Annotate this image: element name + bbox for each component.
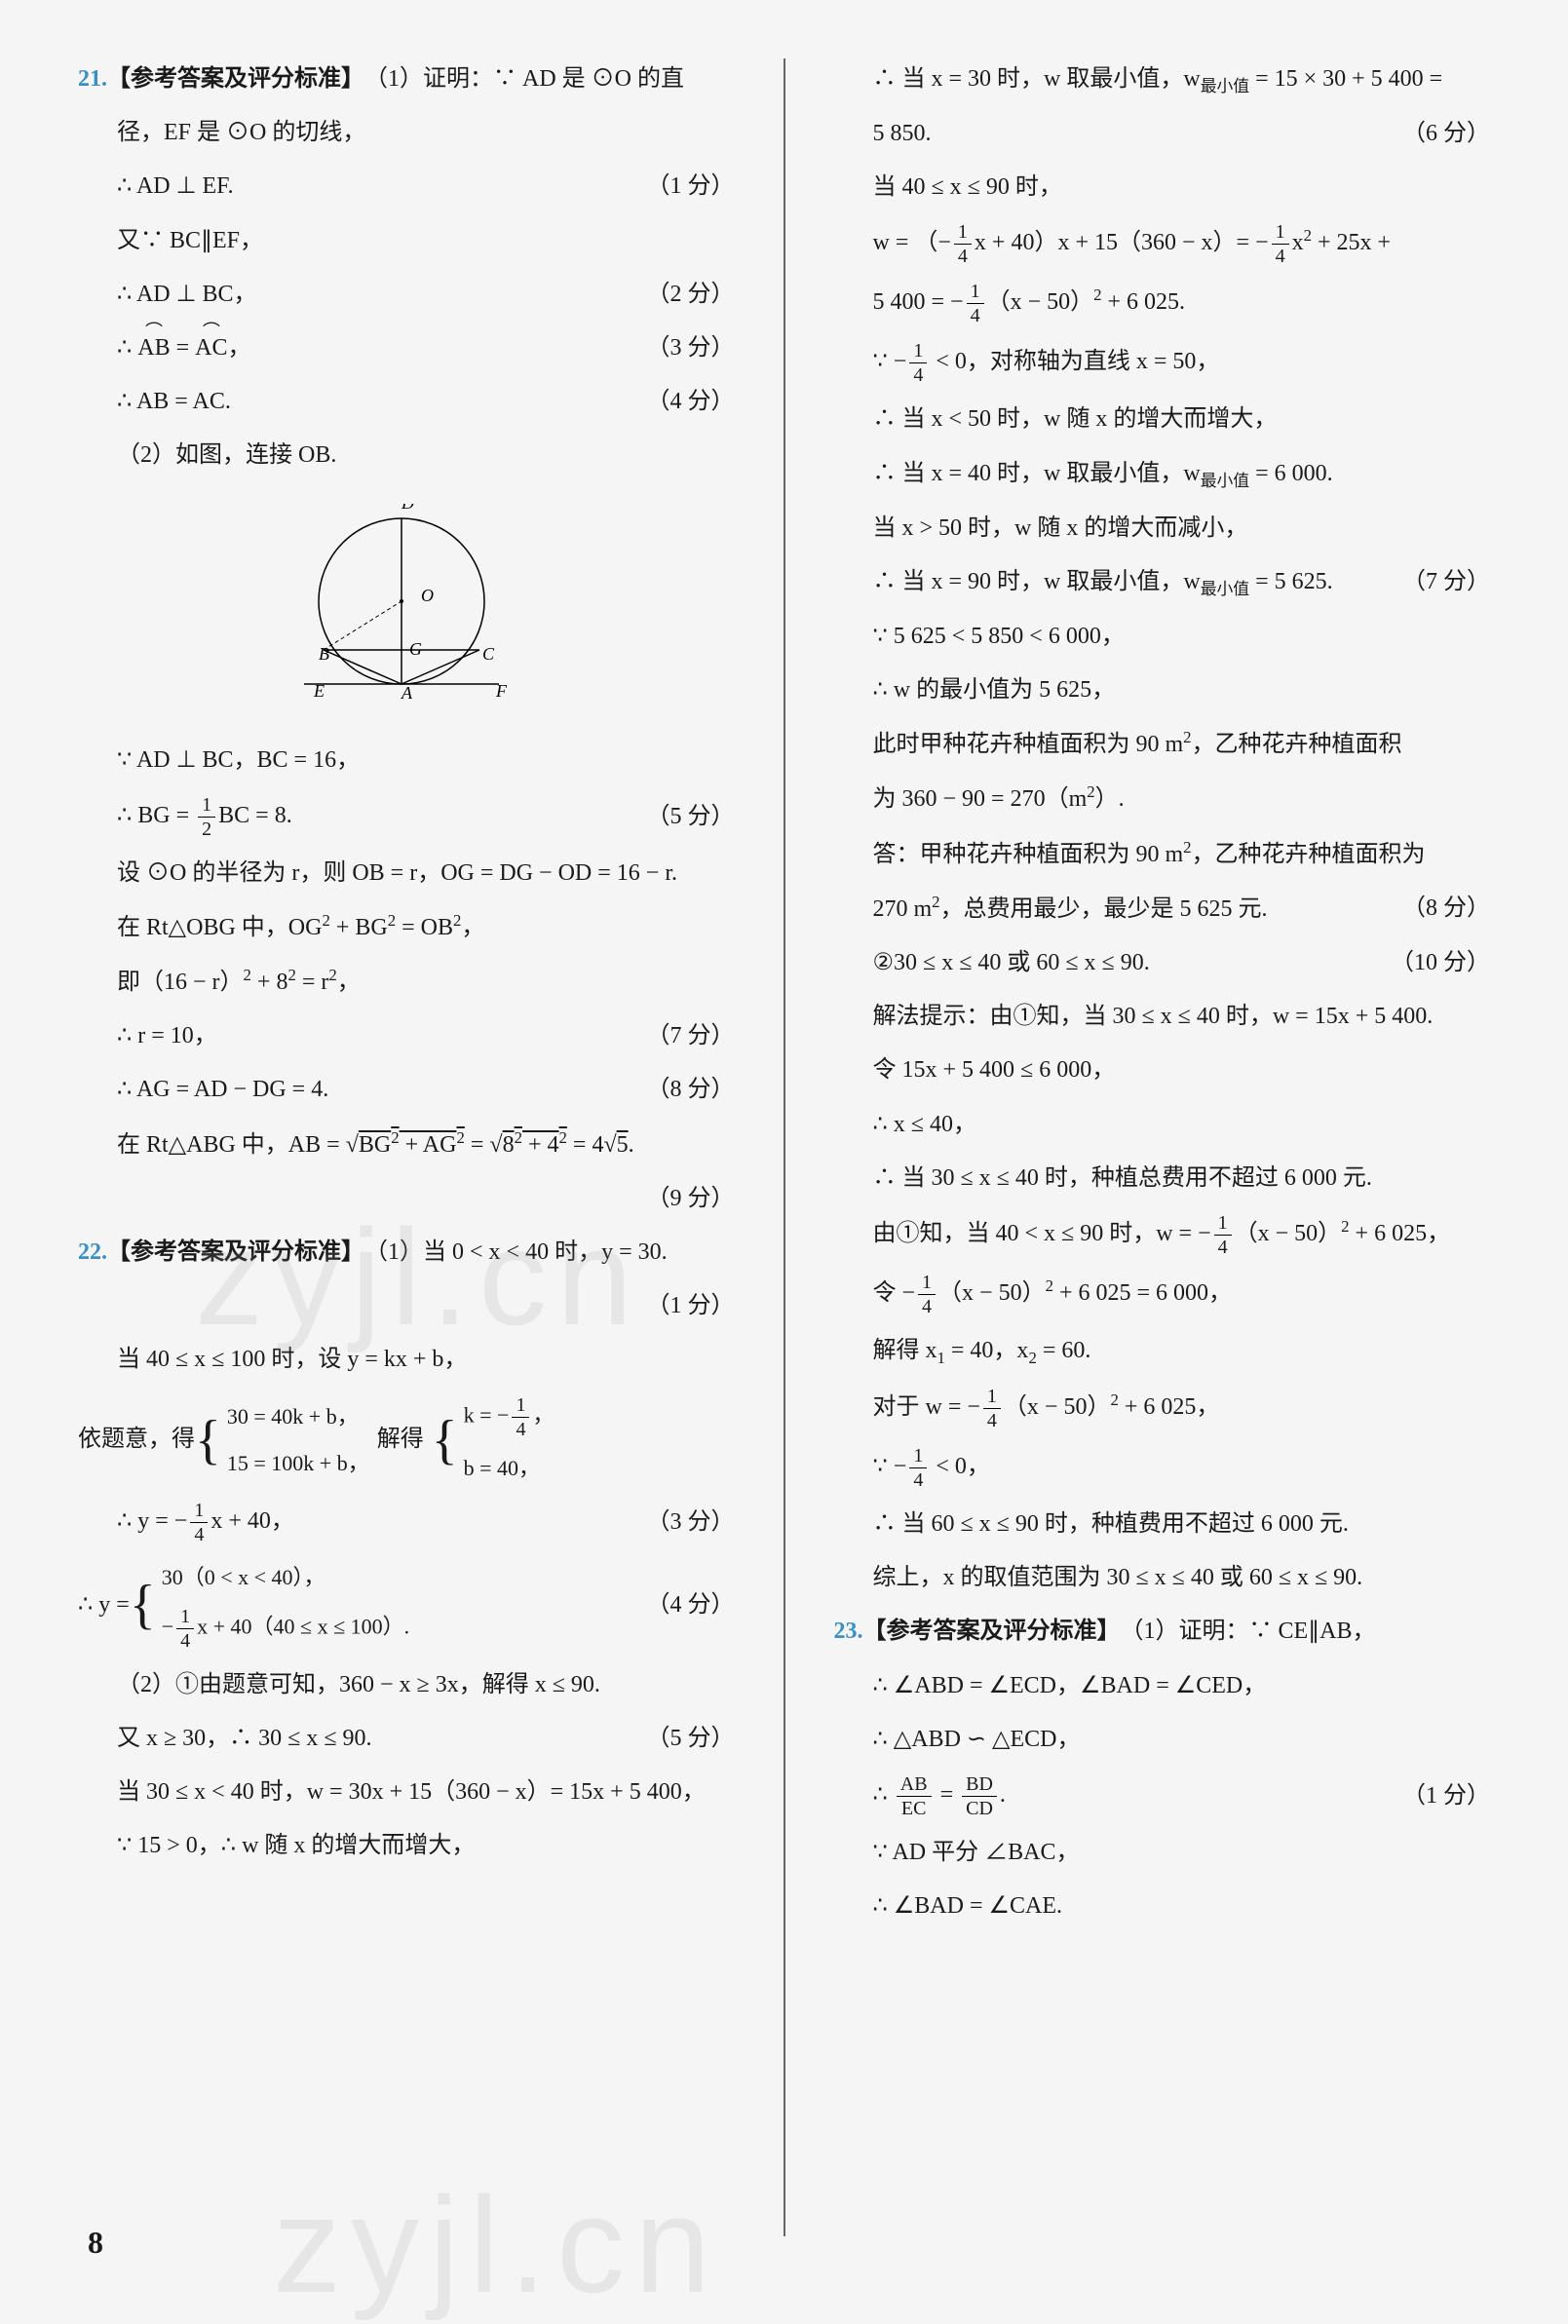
- text-line: 为 360 − 90 = 270（m2）.: [834, 778, 1491, 820]
- score-marker: （1 分）: [647, 1285, 735, 1327]
- score-marker: （10 分）: [1391, 942, 1490, 984]
- text-line: 令 15x + 5 400 ≤ 6 000，: [834, 1049, 1491, 1091]
- answer-header: 【参考答案及评分标准】: [107, 1239, 353, 1265]
- text-line: ∴ AB = AC.（4 分）: [78, 381, 735, 423]
- score-marker: （7 分）: [1402, 561, 1490, 603]
- score-marker: （6 分）: [1402, 113, 1490, 155]
- text-line: ∴ 当 x = 90 时，w 取最小值，w最小值 = 5 625.（7 分）: [834, 561, 1491, 604]
- text-line: 对于 w = −14（x − 50）2 + 6 025，: [834, 1385, 1491, 1432]
- score-marker: （9 分）: [647, 1178, 735, 1220]
- text-line: 此时甲种花卉种植面积为 90 m2，乙种花卉种植面积: [834, 723, 1491, 766]
- text-line: 即（16 − r）2 + 82 = r2，: [78, 961, 735, 1004]
- text-line: 由①知，当 40 < x ≤ 90 时，w = −14（x − 50）2 + 6…: [834, 1211, 1491, 1259]
- diagram-label-A: A: [401, 683, 413, 703]
- diagram-label-O: O: [421, 586, 434, 605]
- text-line: ∴ BG = 12BC = 8.（5 分）: [78, 793, 735, 841]
- text-line: ∵ AD ⊥ BC，BC = 16，: [78, 740, 735, 781]
- diagram-label-C: C: [482, 644, 495, 664]
- text-line: ∴ 当 30 ≤ x ≤ 40 时，种植总费用不超过 6 000 元.: [834, 1158, 1491, 1200]
- text-line: ∵ AD 平分 ∠BAC，: [834, 1832, 1491, 1874]
- text-line: ∵ −14 < 0，: [834, 1444, 1491, 1492]
- answer-header: 【参考答案及评分标准】: [107, 66, 353, 92]
- text-line: ∴ w 的最小值为 5 625，: [834, 669, 1491, 711]
- text-line: ∴ ABEC = BDCD.（1 分）: [834, 1772, 1491, 1820]
- question-number: 22.: [78, 1239, 107, 1265]
- text-line: ∴ y = −14x + 40，（3 分）: [78, 1499, 735, 1546]
- answer-header: 【参考答案及评分标准】: [863, 1619, 1109, 1644]
- text-line: 答：甲种花卉种植面积为 90 m2，乙种花卉种植面积为: [834, 833, 1491, 876]
- diagram-label-B: B: [319, 644, 329, 664]
- score-marker: （8 分）: [1402, 888, 1490, 930]
- text-line: 令 −14（x − 50）2 + 6 025 = 6 000，: [834, 1271, 1491, 1318]
- score-marker: （1 分）: [1402, 1775, 1490, 1817]
- text-line: ②30 ≤ x ≤ 40 或 60 ≤ x ≤ 90.（10 分）: [834, 942, 1491, 984]
- score-marker: （5 分）: [647, 1718, 735, 1760]
- text-line: 又 x ≥ 30，∴ 30 ≤ x ≤ 90.（5 分）: [78, 1718, 735, 1760]
- text-line: ∴ AD ⊥ EF.（1 分）: [78, 166, 735, 208]
- text-line: 依题意，得 { 30 = 40k + b，15 = 100k + b， 解得 {…: [78, 1393, 735, 1488]
- text-line: ∴ AD ⊥ BC，（2 分）: [78, 274, 735, 316]
- text-line: 解得 x1 = 40，x2 = 60.: [834, 1330, 1491, 1373]
- score-marker: （5 分）: [647, 796, 735, 838]
- text-line: 综上，x 的取值范围为 30 ≤ x ≤ 40 或 60 ≤ x ≤ 90.: [834, 1557, 1491, 1599]
- text-line: w = （−14x + 40）x + 15（360 − x）= −14x2 + …: [834, 220, 1491, 268]
- question-number: 21.: [78, 66, 107, 92]
- score-marker: （2 分）: [647, 274, 735, 316]
- text-line: ∴ 当 x = 40 时，w 取最小值，w最小值 = 6 000.: [834, 453, 1491, 496]
- text-line: 270 m2，总费用最少，最少是 5 625 元.（8 分）: [834, 888, 1491, 931]
- text-line: （1 分）: [78, 1285, 735, 1327]
- text-line: 23.【参考答案及评分标准】 （1）证明：∵ CE∥AB，: [834, 1611, 1491, 1653]
- diagram-label-F: F: [495, 681, 508, 701]
- text-line: ∵ 15 > 0，∴ w 随 x 的增大而增大，: [78, 1825, 735, 1867]
- question-number: 23.: [834, 1619, 863, 1644]
- text-line: ∴ △ABD ∽ △ECD，: [834, 1719, 1491, 1761]
- left-column: 21.【参考答案及评分标准】 （1）证明：∵ AD 是 ⊙O 的直径，EF 是 …: [78, 58, 735, 2236]
- text-line: 21.【参考答案及评分标准】 （1）证明：∵ AD 是 ⊙O 的直: [78, 58, 735, 100]
- text-line: 在 Rt△OBG 中，OG2 + BG2 = OB2，: [78, 906, 735, 949]
- text-line: ∴ 当 x < 50 时，w 随 x 的增大而增大，: [834, 399, 1491, 440]
- score-marker: （3 分）: [647, 1502, 735, 1543]
- text-line: 解法提示：由①知，当 30 ≤ x ≤ 40 时，w = 15x + 5 400…: [834, 996, 1491, 1038]
- diagram-label-G: G: [409, 639, 422, 659]
- text-line: ∵ −14 < 0，对称轴为直线 x = 50，: [834, 339, 1491, 387]
- text-line: ∴ 当 x = 30 时，w 取最小值，w最小值 = 15 × 30 + 5 4…: [834, 58, 1491, 101]
- diagram-label-D: D: [401, 504, 414, 513]
- text-line: 又∵ BC∥EF，: [78, 220, 735, 262]
- diagram-label-E: E: [313, 681, 325, 701]
- text-line: 22.【参考答案及评分标准】 （1）当 0 < x < 40 时，y = 30.: [78, 1232, 735, 1274]
- text-line: 当 40 ≤ x ≤ 90 时，: [834, 167, 1491, 209]
- score-marker: （4 分）: [647, 381, 735, 423]
- score-marker: （3 分）: [647, 327, 735, 369]
- geometry-diagram: D O G B C E A F: [280, 504, 533, 713]
- score-marker: （1 分）: [647, 166, 735, 208]
- text-line: ∴ r = 10，（7 分）: [78, 1015, 735, 1057]
- page-content: 21.【参考答案及评分标准】 （1）证明：∵ AD 是 ⊙O 的直径，EF 是 …: [78, 58, 1490, 2236]
- text-line: ∴ ∠BAD = ∠CAE.: [834, 1886, 1491, 1927]
- text-line: 5 400 = −14（x − 50）2 + 6 025.: [834, 280, 1491, 327]
- text-line: ∴ y = { 30（0 < x < 40），−14x + 40（40 ≤ x …: [78, 1558, 735, 1653]
- text-line: ∴ AB = AC，（3 分）: [78, 327, 735, 369]
- right-column: ∴ 当 x = 30 时，w 取最小值，w最小值 = 15 × 30 + 5 4…: [834, 58, 1491, 2236]
- text-line: 当 40 ≤ x ≤ 100 时，设 y = kx + b，: [78, 1339, 735, 1381]
- text-line: 径，EF 是 ⊙O 的切线，: [78, 112, 735, 154]
- text-line: ∴ x ≤ 40，: [834, 1104, 1491, 1146]
- text-line: （2）如图，连接 OB.: [78, 435, 735, 476]
- score-marker: （8 分）: [647, 1069, 735, 1111]
- text-line: D O G B C E A F: [78, 504, 735, 713]
- text-line: ∵ 5 625 < 5 850 < 6 000，: [834, 616, 1491, 658]
- page-number: 8: [88, 2225, 103, 2261]
- text-line: ∴ AG = AD − DG = 4.（8 分）: [78, 1069, 735, 1111]
- text-line: （9 分）: [78, 1178, 735, 1220]
- text-line: ∴ 当 60 ≤ x ≤ 90 时，种植费用不超过 6 000 元.: [834, 1504, 1491, 1545]
- text-line: 5 850.（6 分）: [834, 113, 1491, 155]
- text-line: （2）①由题意可知，360 − x ≥ 3x，解得 x ≤ 90.: [78, 1664, 735, 1706]
- text-line: 在 Rt△ABG 中，AB = √BG2 + AG2 = √82 + 42 = …: [78, 1124, 735, 1166]
- text-line: 当 30 ≤ x < 40 时，w = 30x + 15（360 − x）= 1…: [78, 1772, 735, 1813]
- text-line: 当 x > 50 时，w 随 x 的增大而减小，: [834, 508, 1491, 550]
- text-line: 设 ⊙O 的半径为 r，则 OB = r，OG = DG − OD = 16 −…: [78, 853, 735, 895]
- column-divider: [784, 58, 785, 2236]
- score-marker: （7 分）: [647, 1015, 735, 1057]
- text-line: ∴ ∠ABD = ∠ECD，∠BAD = ∠CED，: [834, 1665, 1491, 1707]
